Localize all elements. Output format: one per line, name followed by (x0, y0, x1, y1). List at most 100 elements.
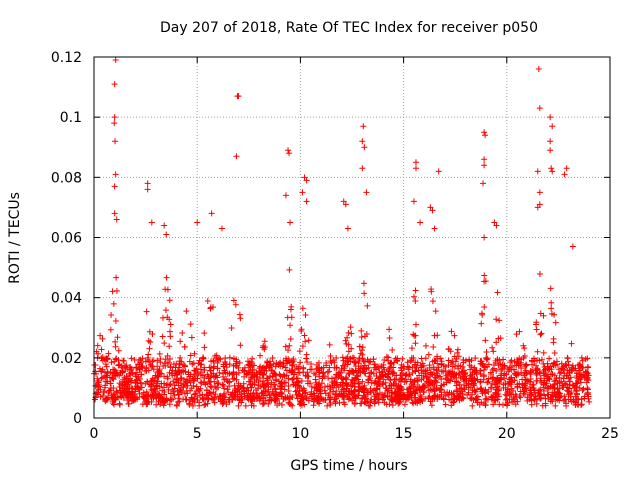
data-point (435, 364, 442, 371)
data-point (224, 386, 231, 393)
data-point (152, 372, 159, 379)
data-point (482, 402, 489, 409)
data-point (171, 372, 178, 379)
data-point (397, 378, 404, 385)
data-point (147, 361, 154, 368)
data-point (240, 380, 247, 387)
data-point (148, 363, 155, 370)
data-point (285, 375, 292, 382)
data-point (244, 394, 251, 401)
data-point (462, 357, 469, 364)
data-point (368, 379, 375, 386)
data-point (164, 352, 171, 359)
data-point (187, 321, 194, 328)
data-point (230, 368, 237, 375)
data-point (177, 338, 184, 345)
data-point (166, 316, 173, 323)
data-point (574, 395, 581, 402)
data-point (540, 387, 547, 394)
data-point (547, 138, 554, 145)
data-point (360, 368, 367, 375)
data-point (317, 396, 324, 403)
data-point (522, 376, 529, 383)
data-point (547, 285, 554, 292)
data-point (159, 395, 166, 402)
data-point (574, 401, 581, 408)
data-point (150, 394, 157, 401)
data-point (492, 390, 499, 397)
data-point (517, 394, 524, 401)
data-point (581, 374, 588, 381)
data-point (282, 355, 289, 362)
data-point (573, 373, 580, 380)
data-point (271, 381, 278, 388)
data-point (547, 147, 554, 154)
data-point (499, 401, 506, 408)
data-point (286, 266, 293, 273)
data-point (182, 396, 189, 403)
data-point (238, 393, 245, 400)
data-point (568, 398, 575, 405)
data-point (226, 398, 233, 405)
data-point (307, 391, 314, 398)
data-point (494, 289, 501, 296)
data-point (344, 361, 351, 368)
data-point (549, 168, 556, 175)
data-point (196, 357, 203, 364)
data-point (563, 402, 570, 409)
data-point (351, 380, 358, 387)
data-point (108, 385, 115, 392)
x-axis-label: GPS time / hours (290, 458, 407, 474)
data-point (448, 359, 455, 366)
data-point (569, 243, 576, 250)
data-point (302, 389, 309, 396)
data-point (131, 396, 138, 403)
data-point (488, 380, 495, 387)
data-point (182, 368, 189, 375)
data-point (561, 171, 568, 178)
data-point (286, 400, 293, 407)
data-point (201, 367, 208, 374)
data-point (327, 401, 334, 408)
data-point (304, 359, 311, 366)
data-point (367, 358, 374, 365)
data-point (511, 377, 518, 384)
data-point (284, 360, 291, 367)
data-point (412, 165, 419, 172)
data-point (138, 371, 145, 378)
data-point (449, 369, 456, 376)
data-point (123, 362, 130, 369)
data-point (302, 312, 309, 319)
data-point (251, 372, 258, 379)
data-point (181, 343, 188, 350)
data-point (466, 375, 473, 382)
data-point (113, 287, 120, 294)
data-point (342, 380, 349, 387)
data-point (454, 387, 461, 394)
data-point (400, 395, 407, 402)
data-point (326, 383, 333, 390)
data-point (422, 395, 429, 402)
data-point (429, 358, 436, 365)
data-point (548, 396, 555, 403)
data-point (342, 337, 349, 344)
data-point (105, 350, 112, 357)
data-point (522, 385, 529, 392)
data-point (482, 396, 489, 403)
data-point (361, 144, 368, 151)
data-point (375, 399, 382, 406)
data-point (380, 376, 387, 383)
data-point (388, 392, 395, 399)
data-point (166, 382, 173, 389)
data-point (148, 219, 155, 226)
data-point (398, 386, 405, 393)
data-point (170, 361, 177, 368)
data-point (111, 114, 118, 121)
data-point (408, 345, 415, 352)
data-point (159, 314, 166, 321)
data-point (325, 368, 332, 375)
data-point (544, 385, 551, 392)
data-point (418, 376, 425, 383)
data-point (285, 387, 292, 394)
data-point (469, 376, 476, 383)
